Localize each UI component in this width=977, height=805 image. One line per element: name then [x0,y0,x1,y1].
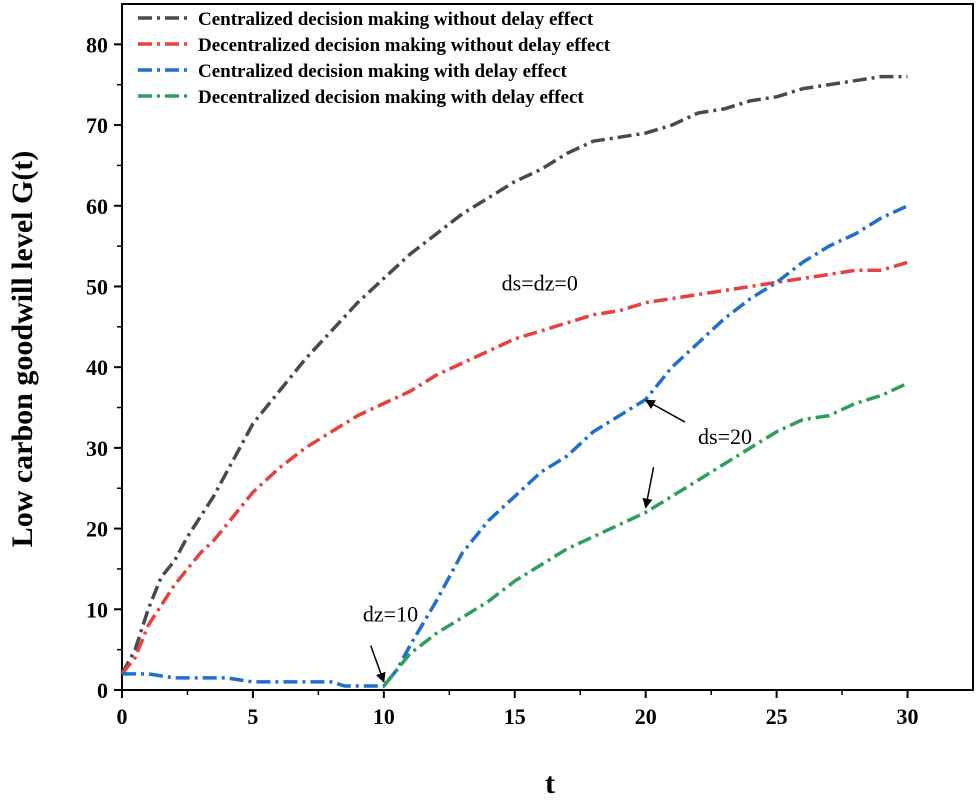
y-tick-label: 0 [97,678,108,703]
x-tick-label: 5 [247,704,258,729]
y-tick-label: 60 [86,194,108,219]
annotation-label-3: dz=10 [363,601,418,626]
y-tick-label: 70 [86,113,108,138]
x-tick-label: 20 [635,704,657,729]
plot-area-border [121,3,974,691]
y-axis-label: Low carbon goodwill level G(t) [6,151,39,548]
x-tick-label: 15 [504,704,526,729]
y-tick-label: 50 [86,274,108,299]
legend-label-3: Centralized decision making with delay e… [198,61,568,82]
legend-label-4: Decentralized decision making with delay… [198,87,584,108]
legend-label-2: Decentralized decision making without de… [198,35,611,56]
x-tick-label: 30 [897,704,919,729]
series-line-3 [122,204,909,688]
annotation-label-2: ds=20 [698,424,752,449]
annotation-arrow-1 [644,399,686,423]
x-axis-label: t [545,767,555,800]
y-tick-label: 20 [86,517,108,542]
series-line-1 [120,74,908,675]
annotation-arrow-2 [642,467,655,509]
x-tick-label: 10 [373,704,395,729]
series-line-2 [120,260,909,676]
annotation-label-1: ds=dz=0 [502,271,578,296]
x-tick-label: 0 [117,704,128,729]
y-tick-label: 30 [86,436,108,461]
y-tick-label: 10 [86,597,108,622]
series-line-4 [382,381,909,688]
y-tick-label: 40 [86,355,108,380]
x-tick-label: 25 [766,704,788,729]
y-tick-label: 80 [86,32,108,57]
annotation-arrow-3 [370,645,386,683]
legend-label-1: Centralized decision making without dela… [198,9,594,30]
